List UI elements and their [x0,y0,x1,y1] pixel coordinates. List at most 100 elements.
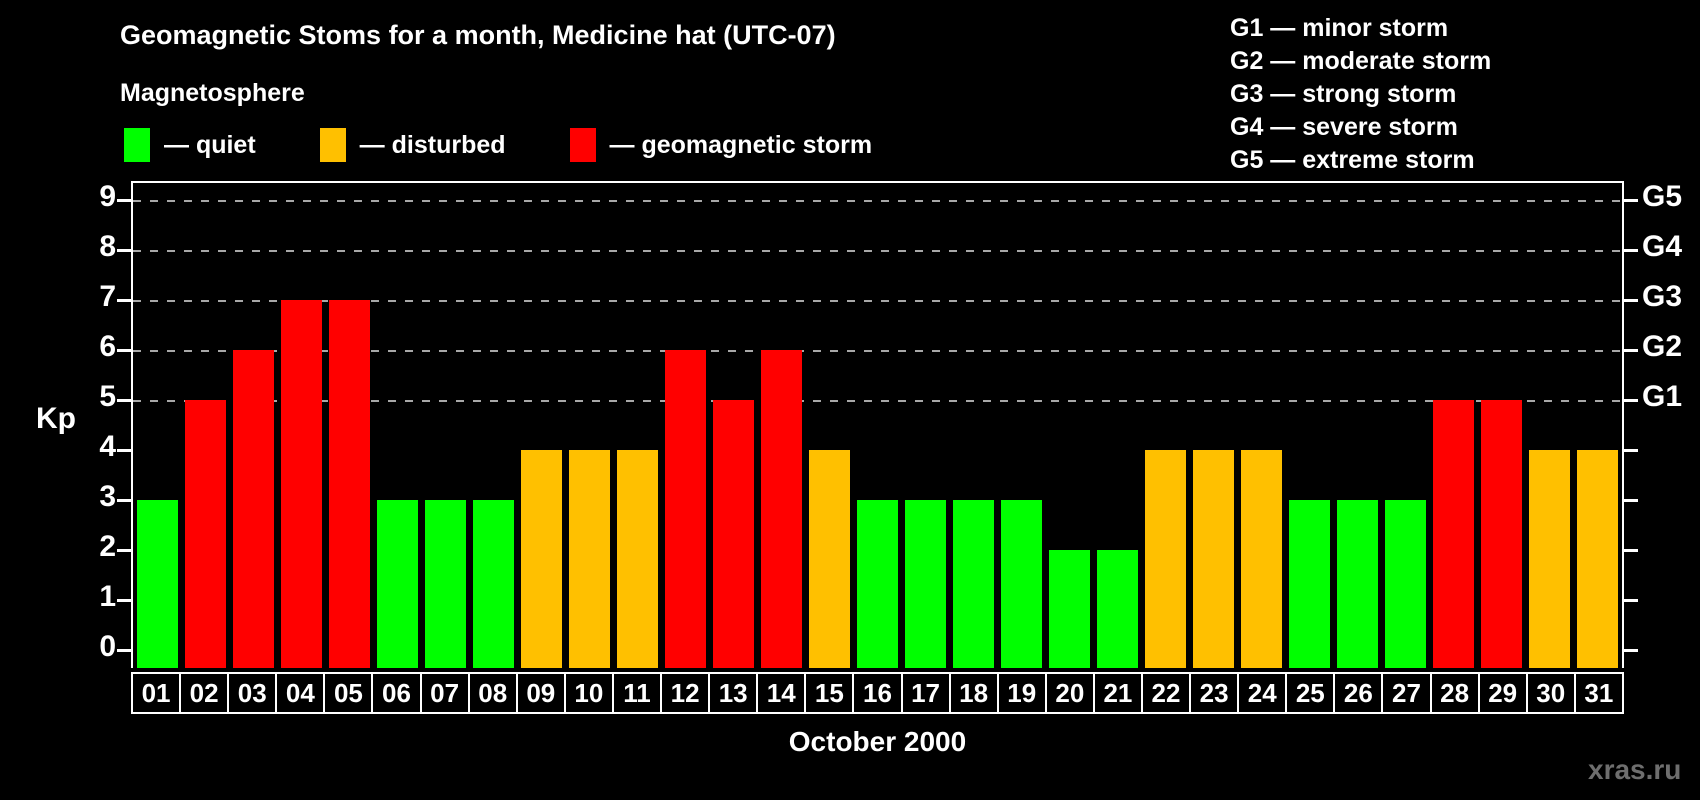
day-label-19: 19 [996,672,1047,714]
day-label-03: 03 [227,672,278,714]
day-label-25: 25 [1285,672,1336,714]
day-label-17: 17 [900,672,951,714]
day-label-11: 11 [611,672,663,714]
bar-day-18 [953,500,995,668]
bar-day-25 [1289,500,1331,668]
y-tick-label-8: 8 [99,230,116,263]
right-axis-label-g2: G2 [1642,330,1683,363]
bar-day-16 [856,500,898,668]
day-label-07: 07 [419,672,470,714]
bar-day-04 [280,300,322,668]
bar-day-07 [424,500,466,668]
bar-day-27 [1385,500,1427,668]
storm-scale-line-g5: G5 — extreme storm [1230,146,1475,174]
y-tick-left-1 [117,599,131,602]
day-label-22: 22 [1140,672,1192,714]
magnetosphere-legend: — quiet — disturbed — geomagnetic storm [124,128,872,162]
plot-area [117,181,1638,668]
day-label-13: 13 [708,672,759,714]
bar-day-22 [1145,450,1187,668]
legend-item-storm: — geomagnetic storm [569,128,872,162]
gridline-kp-5 [133,400,1622,402]
bar-day-12 [664,350,706,668]
day-label-06: 06 [371,672,422,714]
y-tick-label-7: 7 [99,280,116,313]
y-tick-left-2 [117,549,131,552]
y-tick-right-2 [1624,549,1638,552]
bar-day-01 [136,500,178,668]
bar-day-06 [376,500,418,668]
y-tick-right-4 [1624,449,1638,452]
day-label-08: 08 [467,672,518,714]
day-label-21: 21 [1092,672,1143,714]
bar-day-02 [184,400,226,668]
right-axis-label-g5: G5 [1642,180,1683,213]
y-tick-right-3 [1624,499,1638,502]
bar-day-11 [616,450,658,668]
bar-day-31 [1577,450,1619,668]
bar-day-26 [1337,500,1379,668]
bar-day-15 [808,450,850,668]
legend-label-quiet: — quiet [164,130,256,159]
bar-day-05 [328,300,370,668]
legend-item-quiet: — quiet [124,128,256,162]
y-tick-label-9: 9 [99,180,116,213]
gridline-kp-9 [133,200,1622,202]
bar-day-23 [1193,450,1235,668]
y-tick-left-3 [117,499,131,502]
bar-day-29 [1481,400,1523,668]
y-tick-label-3: 3 [99,480,116,513]
y-axis-title: Kp [36,402,76,435]
bar-day-17 [905,500,947,668]
y-tick-right-0 [1624,649,1638,652]
day-label-20: 20 [1044,672,1095,714]
y-tick-label-4: 4 [99,430,116,463]
chart-title: Geomagnetic Stoms for a month, Medicine … [120,20,836,50]
day-label-04: 04 [275,672,326,714]
y-tick-left-8 [117,249,131,252]
day-label-12: 12 [660,672,711,714]
bar-day-21 [1097,550,1139,668]
y-tick-label-0: 0 [99,630,116,663]
y-tick-right-6 [1624,349,1638,352]
right-axis-label-g3: G3 [1642,280,1683,313]
bar-day-09 [520,450,562,668]
day-label-18: 18 [948,672,999,714]
bar-day-08 [472,500,514,668]
y-tick-right-9 [1624,199,1638,202]
day-label-29: 29 [1477,672,1528,714]
bar-day-24 [1241,450,1283,668]
legend-label-disturbed: — disturbed [359,130,506,159]
day-label-24: 24 [1237,672,1288,714]
y-tick-left-9 [117,199,131,202]
gridline-kp-6 [133,350,1622,352]
watermark: xras.ru [1588,754,1682,785]
y-tick-left-5 [117,399,131,402]
y-tick-left-6 [117,349,131,352]
legend-title: Magnetosphere [120,79,305,107]
day-label-23: 23 [1189,672,1240,714]
legend-swatch-disturbed [319,128,346,162]
bar-day-13 [712,400,754,668]
y-tick-right-1 [1624,599,1638,602]
y-tick-right-7 [1624,299,1638,302]
y-tick-left-7 [117,299,131,302]
y-tick-label-6: 6 [99,330,116,363]
day-label-02: 02 [179,672,230,714]
day-label-28: 28 [1429,672,1480,714]
legend-swatch-storm [569,128,596,162]
storm-scale-line-g2: G2 — moderate storm [1230,47,1492,75]
gridline-kp-8 [133,250,1622,252]
day-label-09: 09 [515,672,566,714]
y-tick-left-4 [117,449,131,452]
bar-day-10 [568,450,610,668]
y-tick-left-0 [117,649,131,652]
day-label-26: 26 [1333,672,1384,714]
storm-scale-legend: G1 — minor storm G2 — moderate storm G3 — … [1230,12,1491,177]
y-tick-right-8 [1624,249,1638,252]
day-label-15: 15 [804,672,855,714]
day-axis: 01 02 03 04 05 06 07 08 09 10 11 12 13 14 15 16 17 18 19 20… [131,672,1624,714]
y-tick-label-1: 1 [99,580,116,613]
day-label-01: 01 [131,672,182,714]
